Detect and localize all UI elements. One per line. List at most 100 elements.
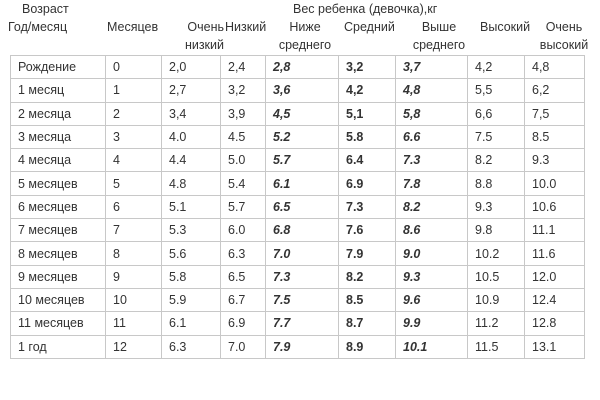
below-avg-cell: 7.3 bbox=[265, 264, 339, 289]
high-cell: 7.5 bbox=[467, 124, 525, 150]
very-low-cell: 5.3 bbox=[161, 218, 221, 243]
months-cell: 7 bbox=[105, 218, 162, 243]
age-cell: 9 месяцев bbox=[10, 264, 106, 289]
very-high-cell: 8.5 bbox=[524, 124, 585, 150]
header-age: Год/месяц bbox=[8, 20, 68, 34]
high-cell: 4,2 bbox=[467, 54, 525, 80]
very-low-cell: 2,7 bbox=[161, 78, 221, 103]
very-high-cell: 7,5 bbox=[524, 101, 585, 126]
below-avg-cell: 7.7 bbox=[265, 311, 339, 336]
low-cell: 4.5 bbox=[220, 124, 266, 150]
very-high-cell: 13.1 bbox=[524, 334, 585, 359]
table-row: 1 год 12 6.3 7.0 7.9 8.9 10.1 11.5 13.1 bbox=[10, 334, 585, 359]
average-cell: 8.9 bbox=[338, 334, 396, 359]
very-high-cell: 12.4 bbox=[524, 287, 585, 313]
average-cell: 5.8 bbox=[338, 124, 396, 150]
very-low-cell: 5.8 bbox=[161, 264, 221, 289]
low-cell: 6.9 bbox=[220, 311, 266, 336]
average-cell: 4,2 bbox=[338, 78, 396, 103]
header-below-avg-2: среднего bbox=[278, 38, 332, 52]
above-avg-cell: 9.0 bbox=[395, 241, 468, 266]
months-cell: 2 bbox=[105, 101, 162, 126]
header-very-low-1: Очень bbox=[187, 20, 224, 34]
low-cell: 3,9 bbox=[220, 101, 266, 126]
very-low-cell: 4.0 bbox=[161, 124, 221, 150]
very-high-cell: 10.6 bbox=[524, 194, 585, 220]
very-low-cell: 4.8 bbox=[161, 171, 221, 196]
age-cell: 8 месяцев bbox=[10, 241, 106, 266]
age-cell: 5 месяцев bbox=[10, 171, 106, 196]
very-low-cell: 3,4 bbox=[161, 101, 221, 126]
weight-table: Рождение 0 2,0 2,4 2,8 3,2 3,7 4,2 4,8 1 месяц 1 2,… bbox=[10, 54, 585, 359]
very-low-cell: 4.4 bbox=[161, 148, 221, 173]
very-low-cell: 6.3 bbox=[161, 334, 221, 359]
very-high-cell: 12.8 bbox=[524, 311, 585, 336]
very-low-cell: 5.9 bbox=[161, 287, 221, 313]
low-cell: 6.5 bbox=[220, 264, 266, 289]
above-avg-cell: 8.2 bbox=[395, 194, 468, 220]
header-very-high-2: высокий bbox=[539, 38, 589, 52]
high-cell: 11.2 bbox=[467, 311, 525, 336]
average-cell: 7.6 bbox=[338, 218, 396, 243]
months-cell: 10 bbox=[105, 287, 162, 313]
months-cell: 11 bbox=[105, 311, 162, 336]
weight-table-body: Рождение 0 2,0 2,4 2,8 3,2 3,7 4,2 4,8 1 месяц 1 2,… bbox=[10, 54, 585, 359]
below-avg-cell: 6.1 bbox=[265, 171, 339, 196]
average-cell: 6.9 bbox=[338, 171, 396, 196]
header-low: Низкий bbox=[225, 20, 267, 34]
low-cell: 7.0 bbox=[220, 334, 266, 359]
header-high: Высокий bbox=[480, 20, 531, 34]
very-high-cell: 11.6 bbox=[524, 241, 585, 266]
months-cell: 4 bbox=[105, 148, 162, 173]
average-cell: 8.5 bbox=[338, 287, 396, 313]
above-avg-cell: 7.8 bbox=[395, 171, 468, 196]
high-cell: 9.3 bbox=[467, 194, 525, 220]
average-cell: 5,1 bbox=[338, 101, 396, 126]
months-cell: 1 bbox=[105, 78, 162, 103]
header-weight-title: Вес ребенка (девочка),кг bbox=[293, 2, 438, 16]
age-cell: 4 месяца bbox=[10, 148, 106, 173]
above-avg-cell: 9.3 bbox=[395, 264, 468, 289]
age-cell: 11 месяцев bbox=[10, 311, 106, 336]
very-low-cell: 5.1 bbox=[161, 194, 221, 220]
age-cell: 1 месяц bbox=[10, 78, 106, 103]
low-cell: 5.0 bbox=[220, 148, 266, 173]
very-low-cell: 5.6 bbox=[161, 241, 221, 266]
months-cell: 3 bbox=[105, 124, 162, 150]
very-high-cell: 6,2 bbox=[524, 78, 585, 103]
table-row: 4 месяца 4 4.4 5.0 5.7 6.4 7.3 8.2 9.3 bbox=[10, 148, 585, 173]
months-cell: 5 bbox=[105, 171, 162, 196]
low-cell: 6.0 bbox=[220, 218, 266, 243]
below-avg-cell: 5.7 bbox=[265, 148, 339, 173]
below-avg-cell: 6.5 bbox=[265, 194, 339, 220]
age-cell: 7 месяцев bbox=[10, 218, 106, 243]
very-high-cell: 9.3 bbox=[524, 148, 585, 173]
header-age-group: Возраст bbox=[22, 2, 69, 16]
header-average: Средний bbox=[344, 20, 395, 34]
average-cell: 7.3 bbox=[338, 194, 396, 220]
table-row: 7 месяцев 7 5.3 6.0 6.8 7.6 8.6 9.8 11.1 bbox=[10, 218, 585, 243]
low-cell: 3,2 bbox=[220, 78, 266, 103]
table-row: Рождение 0 2,0 2,4 2,8 3,2 3,7 4,2 4,8 bbox=[10, 54, 585, 80]
high-cell: 6,6 bbox=[467, 101, 525, 126]
header-above-avg-2: среднего bbox=[412, 38, 466, 52]
above-avg-cell: 8.6 bbox=[395, 218, 468, 243]
average-cell: 8.2 bbox=[338, 264, 396, 289]
below-avg-cell: 7.5 bbox=[265, 287, 339, 313]
header-very-high-1: Очень bbox=[545, 20, 583, 34]
table-row: 8 месяцев 8 5.6 6.3 7.0 7.9 9.0 10.2 11.6 bbox=[10, 241, 585, 266]
months-cell: 12 bbox=[105, 334, 162, 359]
header-very-low-2: низкий bbox=[184, 38, 224, 52]
high-cell: 8.8 bbox=[467, 171, 525, 196]
above-avg-cell: 5,8 bbox=[395, 101, 468, 126]
below-avg-cell: 6.8 bbox=[265, 218, 339, 243]
below-avg-cell: 2,8 bbox=[265, 54, 339, 80]
table-row: 6 месяцев 6 5.1 5.7 6.5 7.3 8.2 9.3 10.6 bbox=[10, 194, 585, 220]
below-avg-cell: 5.2 bbox=[265, 124, 339, 150]
above-avg-cell: 6.6 bbox=[395, 124, 468, 150]
very-high-cell: 12.0 bbox=[524, 264, 585, 289]
above-avg-cell: 7.3 bbox=[395, 148, 468, 173]
table-row: 2 месяца 2 3,4 3,9 4,5 5,1 5,8 6,6 7,5 bbox=[10, 101, 585, 126]
above-avg-cell: 10.1 bbox=[395, 334, 468, 359]
